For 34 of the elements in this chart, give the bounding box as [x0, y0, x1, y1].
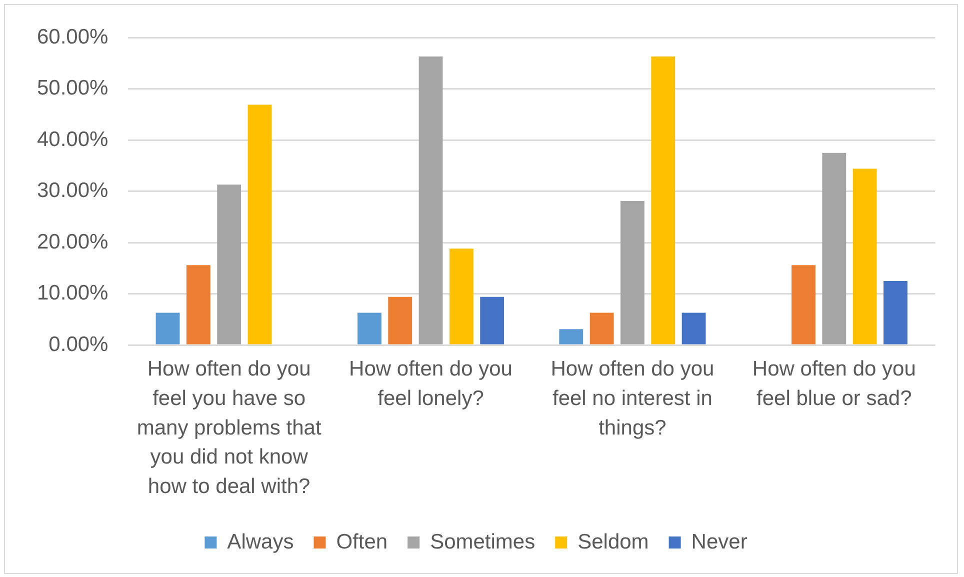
legend-label: Always: [227, 530, 294, 554]
legend-label: Often: [336, 530, 388, 554]
legend-label: Seldom: [578, 530, 649, 554]
y-tick-label: 40.00%: [36, 128, 108, 151]
bar: [248, 104, 272, 344]
bar: [792, 265, 816, 344]
bar: [217, 184, 242, 344]
bar: [418, 56, 443, 344]
bar: [852, 168, 877, 344]
bar: [186, 265, 210, 344]
bar: [156, 312, 180, 344]
bar: [884, 280, 908, 344]
y-tick-label: 30.00%: [36, 179, 108, 202]
bar: [682, 312, 706, 344]
bar: [449, 248, 474, 344]
bar: [620, 201, 644, 344]
legend-label: Never: [691, 530, 748, 554]
y-tick-label: 50.00%: [36, 76, 108, 100]
bar: [651, 56, 676, 344]
y-tick-label: 10.00%: [36, 282, 108, 305]
bar: [480, 296, 504, 344]
x-tick-label: How often do you feel no interest in things?: [550, 357, 714, 440]
x-tick-label: How often do you feel blue or sad?: [752, 357, 916, 410]
y-tick-label: 0.00%: [48, 332, 108, 356]
x-tick-label: How often do you feel lonely?: [349, 357, 512, 410]
bar: [357, 312, 382, 344]
bar: [590, 312, 614, 344]
legend-label: Sometimes: [430, 530, 536, 554]
y-tick-label: 60.00%: [36, 25, 108, 48]
x-tick-label: How often do you feel you have so many problems that you did not know how to deal with?: [136, 357, 322, 498]
bar: [559, 329, 584, 344]
bar: [822, 152, 846, 344]
bar: [388, 296, 412, 344]
y-tick-label: 20.00%: [36, 230, 108, 254]
